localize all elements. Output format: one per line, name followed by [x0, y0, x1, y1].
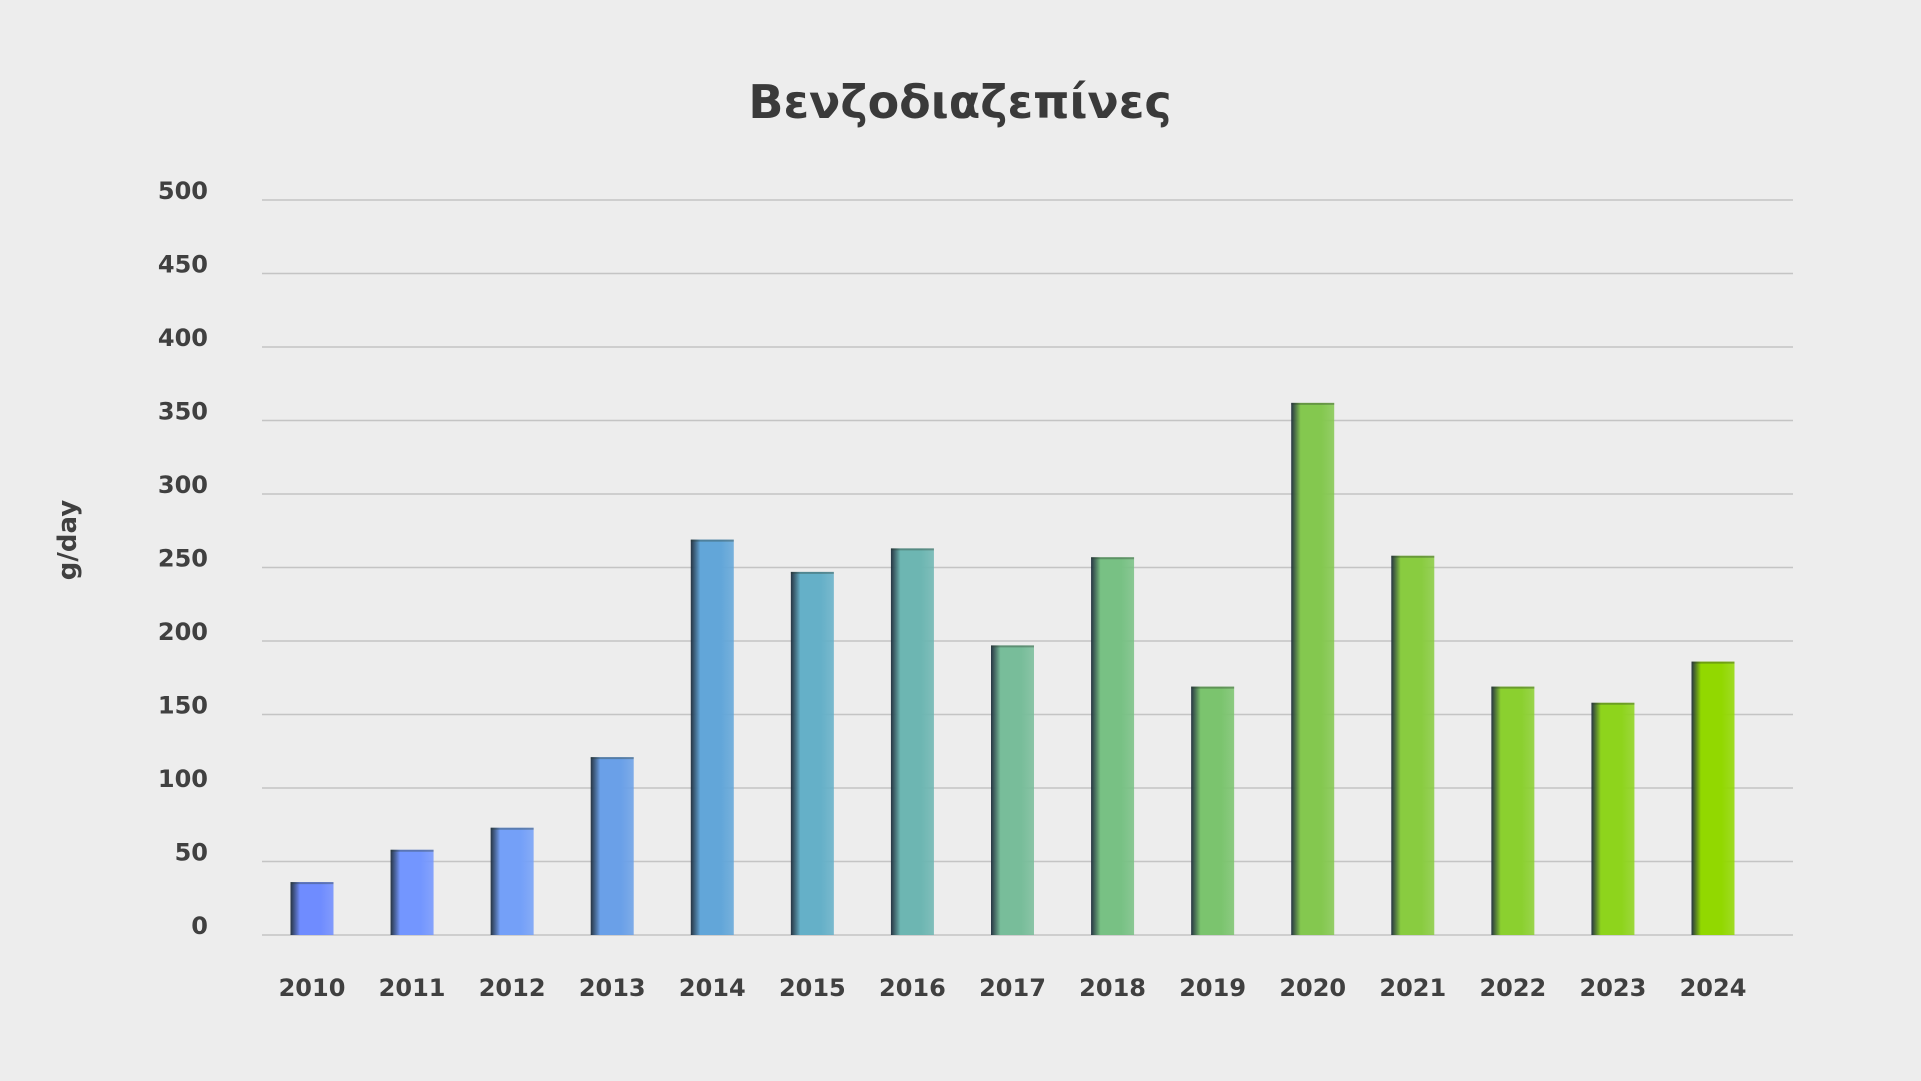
x-tick-label: 2018 — [1079, 974, 1146, 1002]
bar-2011 — [390, 849, 434, 935]
bar-2013 — [590, 757, 634, 935]
x-axis-ticks: 2010 2011 2012 2013 2014 2015 2016 2017 2018 2019… — [279, 974, 1747, 1002]
x-tick-label: 2022 — [1479, 974, 1546, 1002]
x-tick-label: 2012 — [479, 974, 546, 1002]
bar-2021 — [1391, 555, 1435, 935]
bar-2019 — [1191, 686, 1235, 935]
y-axis-label: g/day — [53, 500, 83, 580]
x-tick-label: 2013 — [579, 974, 646, 1002]
x-tick-label: 2024 — [1680, 974, 1747, 1002]
bar-2022 — [1491, 686, 1535, 935]
y-tick-label: 250 — [158, 545, 208, 573]
x-tick-label: 2016 — [879, 974, 946, 1002]
y-tick-label: 150 — [158, 692, 208, 720]
y-tick-label: 200 — [158, 618, 208, 646]
x-tick-label: 2014 — [679, 974, 746, 1002]
y-tick-label: 400 — [158, 324, 208, 352]
bar-2024 — [1691, 661, 1735, 935]
bar-2020 — [1291, 402, 1335, 935]
bar-2012 — [490, 827, 534, 935]
y-axis-ticks: 0 50 100 150 200 250 300 350 400 450 500 — [158, 177, 208, 940]
y-tick-label: 450 — [158, 251, 208, 279]
x-tick-label: 2017 — [979, 974, 1046, 1002]
bar-2016 — [890, 548, 934, 935]
bar-2015 — [790, 571, 834, 935]
x-tick-label: 2010 — [279, 974, 346, 1002]
chart-title: Βενζοδιαζεπίνες — [748, 75, 1171, 129]
x-tick-label: 2021 — [1379, 974, 1446, 1002]
bars — [290, 402, 1735, 935]
y-tick-label: 50 — [175, 839, 208, 867]
x-tick-label: 2020 — [1279, 974, 1346, 1002]
y-tick-label: 500 — [158, 177, 208, 205]
bar-2023 — [1591, 702, 1635, 935]
bar-2018 — [1091, 557, 1135, 935]
x-tick-label: 2011 — [379, 974, 446, 1002]
y-tick-label: 350 — [158, 398, 208, 426]
y-tick-label: 0 — [191, 912, 208, 940]
x-tick-label: 2015 — [779, 974, 846, 1002]
x-tick-label: 2023 — [1580, 974, 1647, 1002]
bar-2017 — [991, 645, 1034, 935]
bar-2010 — [290, 882, 334, 935]
y-tick-label: 300 — [158, 471, 208, 499]
bar-2014 — [690, 539, 734, 935]
y-tick-label: 100 — [158, 765, 208, 793]
x-tick-label: 2019 — [1179, 974, 1246, 1002]
